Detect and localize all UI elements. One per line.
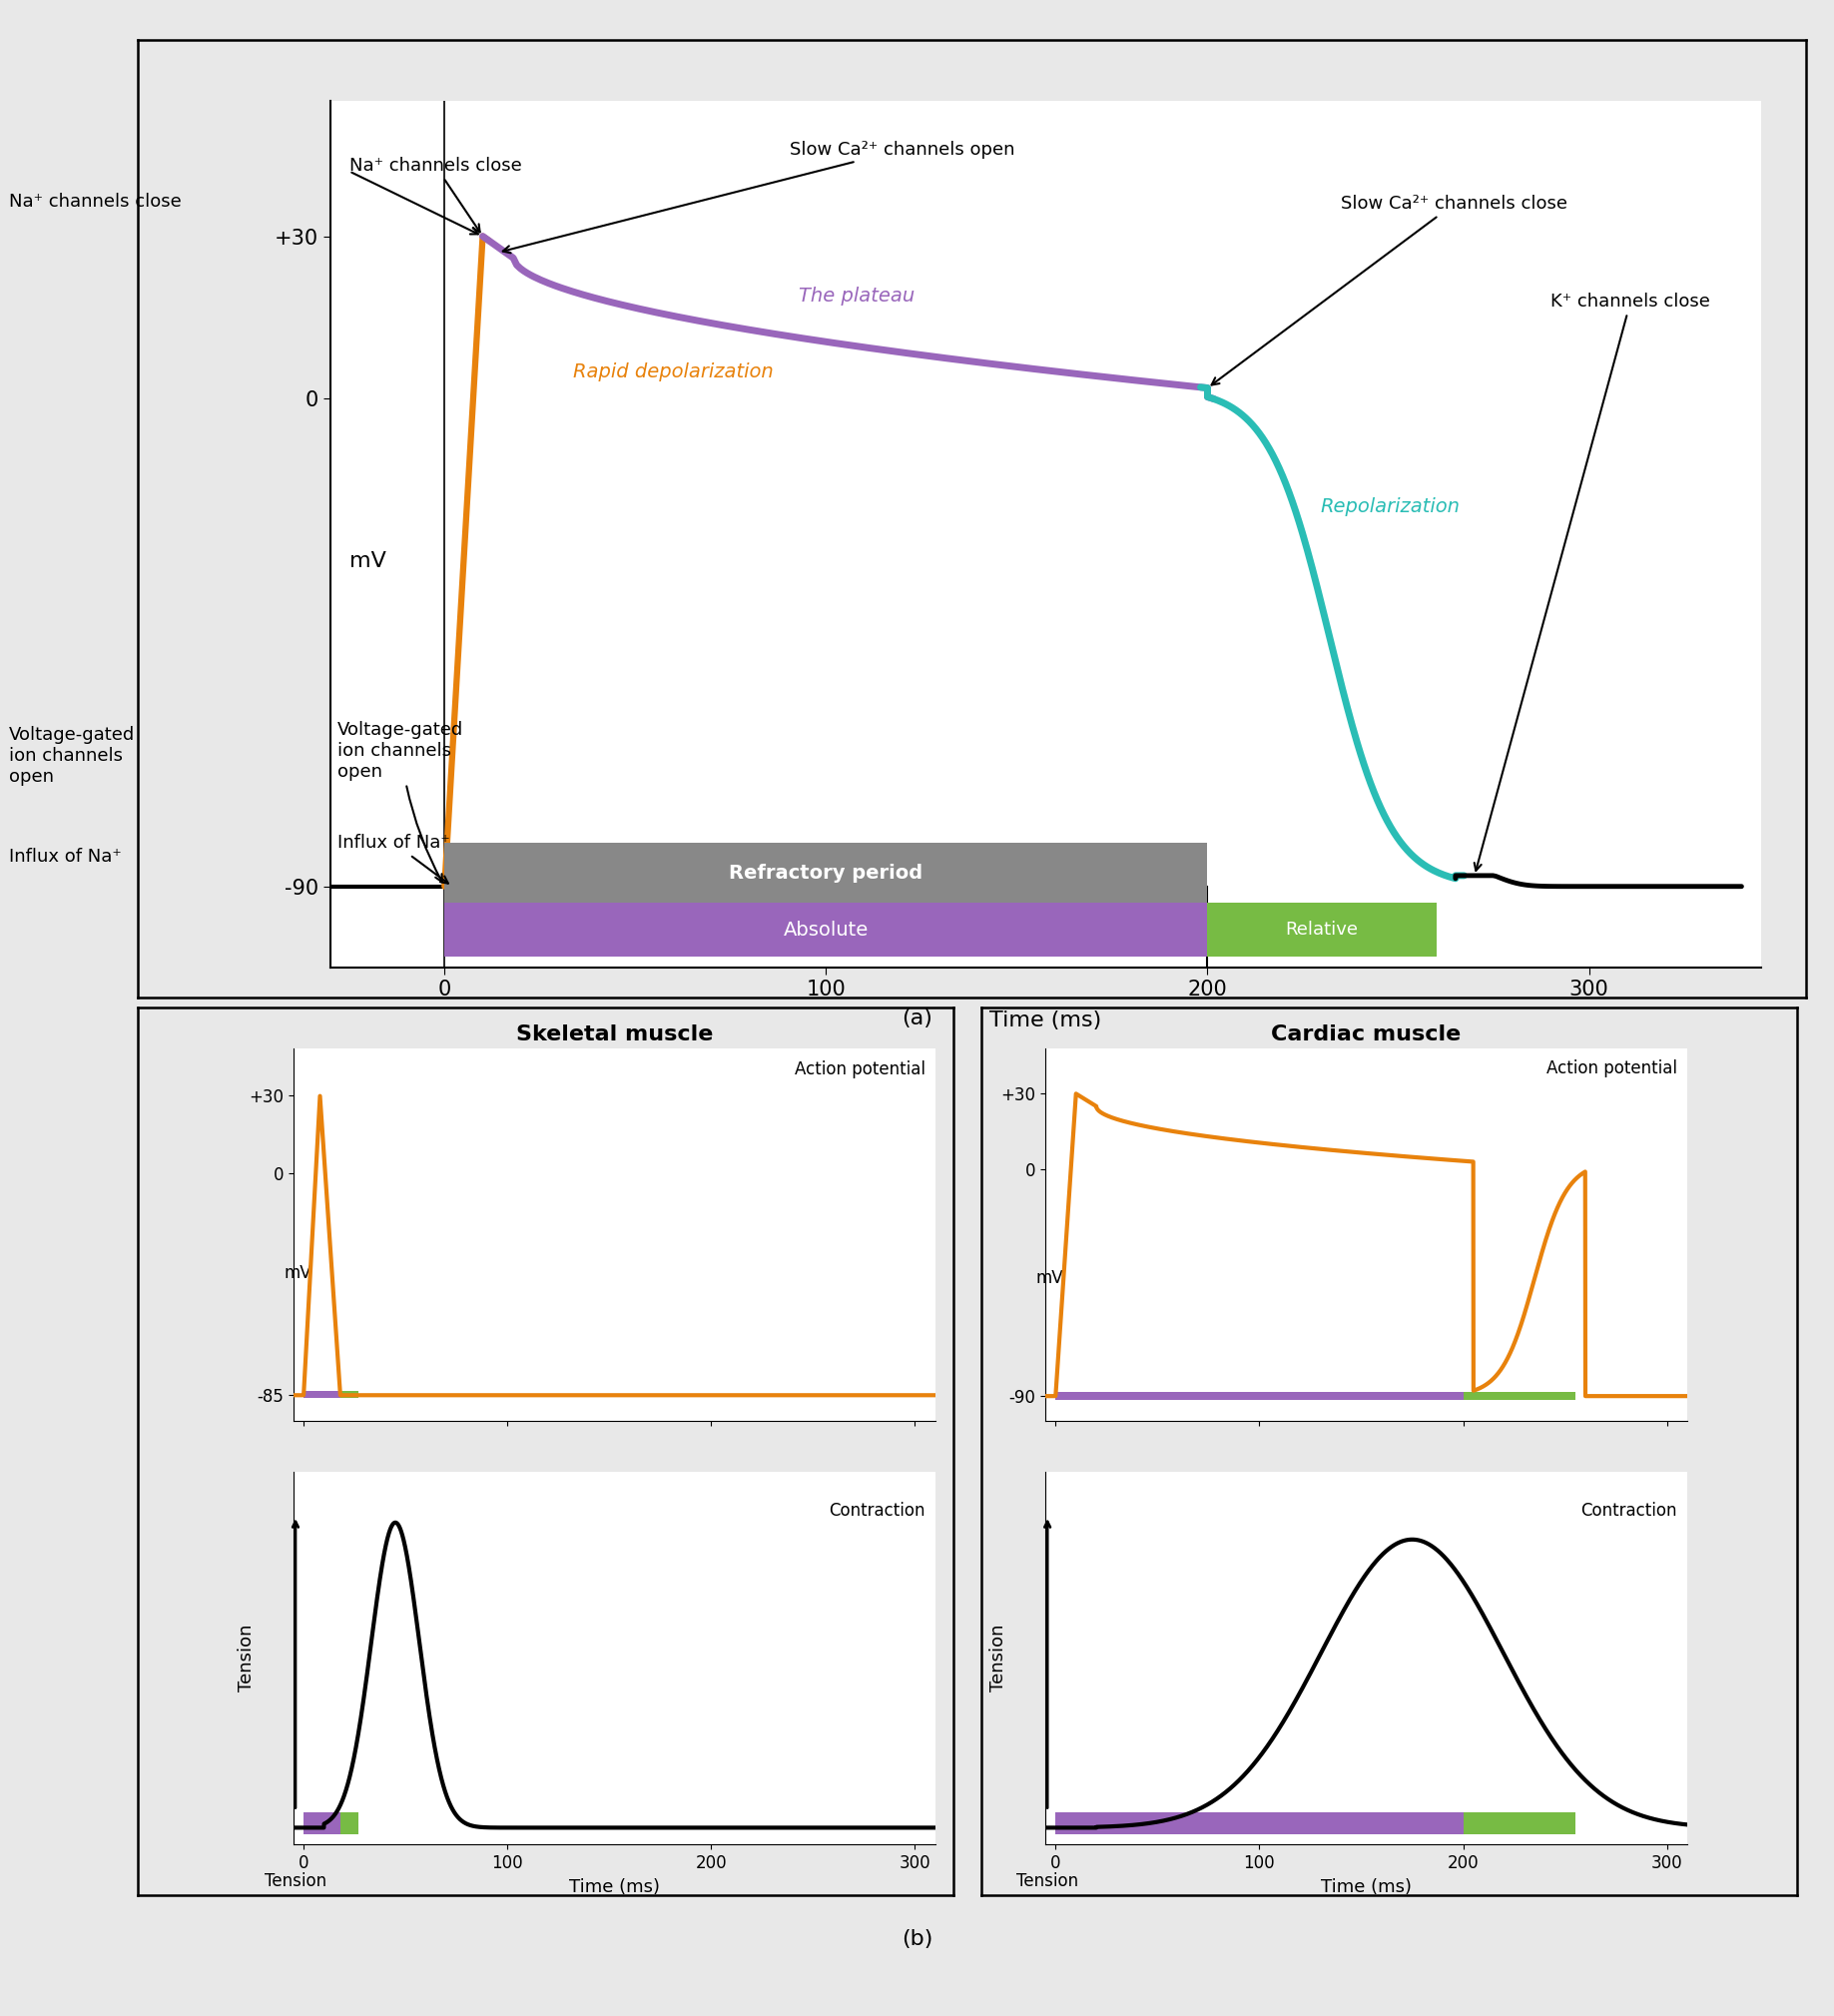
Text: Contraction: Contraction bbox=[1581, 1502, 1676, 1520]
Text: Action potential: Action potential bbox=[794, 1060, 924, 1079]
Text: Action potential: Action potential bbox=[1546, 1060, 1676, 1077]
Text: mV: mV bbox=[1036, 1268, 1064, 1286]
Bar bbox=[444, 903, 1207, 958]
Text: mV: mV bbox=[350, 550, 387, 571]
Text: Tension: Tension bbox=[1016, 1871, 1078, 1889]
Title: Skeletal muscle: Skeletal muscle bbox=[515, 1024, 713, 1044]
Bar bbox=[1464, 1812, 1575, 1835]
Text: Contraction: Contraction bbox=[829, 1502, 924, 1520]
Bar bbox=[444, 843, 1207, 903]
Text: Rapid depolarization: Rapid depolarization bbox=[574, 363, 774, 381]
Text: Tension: Tension bbox=[990, 1625, 1007, 1691]
Bar bbox=[341, 1391, 359, 1397]
Text: Refractory period: Refractory period bbox=[730, 863, 923, 883]
Text: Influx of Na⁺: Influx of Na⁺ bbox=[337, 835, 451, 883]
Bar bbox=[1056, 1812, 1464, 1835]
Text: The plateau: The plateau bbox=[798, 286, 915, 304]
Text: Tension: Tension bbox=[264, 1871, 326, 1889]
Text: mV: mV bbox=[284, 1264, 312, 1282]
Text: Tension: Tension bbox=[238, 1625, 255, 1691]
Text: Slow Ca²⁺ channels open: Slow Ca²⁺ channels open bbox=[503, 141, 1014, 252]
Text: (a): (a) bbox=[902, 1008, 932, 1028]
Text: Repolarization: Repolarization bbox=[1320, 498, 1460, 516]
Text: Influx of Na⁺: Influx of Na⁺ bbox=[9, 849, 121, 865]
Title: Cardiac muscle: Cardiac muscle bbox=[1271, 1024, 1462, 1044]
X-axis label: Time (ms): Time (ms) bbox=[1320, 1877, 1412, 1895]
Text: Na⁺ channels close: Na⁺ channels close bbox=[9, 194, 182, 210]
Bar bbox=[304, 1812, 341, 1835]
FancyArrowPatch shape bbox=[451, 865, 1201, 875]
Bar bbox=[1464, 1393, 1575, 1399]
Text: Absolute: Absolute bbox=[783, 919, 869, 939]
Text: Voltage-gated
ion channels
open: Voltage-gated ion channels open bbox=[9, 726, 136, 786]
Bar bbox=[1207, 903, 1436, 958]
Text: Na⁺ channels close: Na⁺ channels close bbox=[348, 157, 521, 232]
Text: Voltage-gated
ion channels
open: Voltage-gated ion channels open bbox=[337, 722, 464, 881]
Bar bbox=[341, 1812, 359, 1835]
Text: Slow Ca²⁺ channels close: Slow Ca²⁺ channels close bbox=[1212, 196, 1568, 385]
Text: K⁺ channels close: K⁺ channels close bbox=[1475, 292, 1711, 871]
Text: Relative: Relative bbox=[1286, 921, 1359, 939]
X-axis label: Time (ms): Time (ms) bbox=[569, 1877, 660, 1895]
Text: (b): (b) bbox=[900, 1929, 934, 1949]
Bar bbox=[304, 1391, 341, 1397]
X-axis label: Time (ms): Time (ms) bbox=[989, 1010, 1102, 1030]
Bar bbox=[1056, 1393, 1464, 1399]
